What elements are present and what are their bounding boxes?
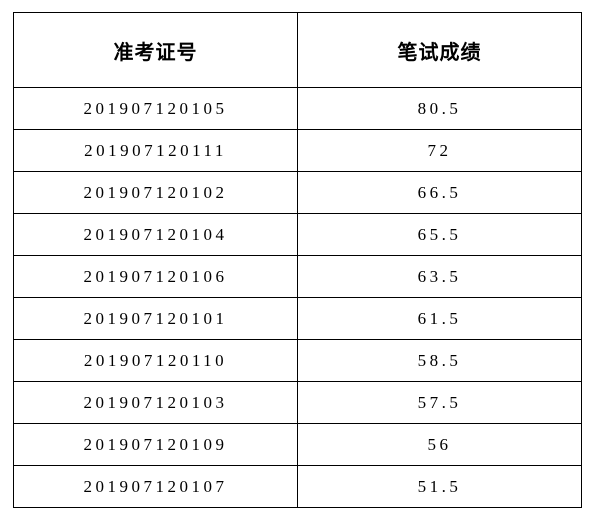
table-row: 201907120103 57.5 [13, 381, 582, 424]
score-cell: 80.5 [297, 87, 582, 130]
exam-id-cell: 201907120105 [13, 87, 298, 130]
score-table: 准考证号 笔试成绩 201907120105 80.5 201907120111 72… [13, 12, 582, 508]
exam-id-cell: 201907120101 [13, 297, 298, 340]
table-row: 201907120105 80.5 [13, 87, 582, 130]
exam-id-cell: 201907120107 [13, 465, 298, 508]
header-exam-id: 准考证号 [13, 12, 298, 88]
score-cell: 65.5 [297, 213, 582, 256]
table-body: 201907120105 80.5 201907120111 72 2019071201… [13, 87, 582, 508]
exam-id-cell: 201907120102 [13, 171, 298, 214]
table-row: 201907120110 58.5 [13, 339, 582, 382]
table-row: 201907120111 72 [13, 129, 582, 172]
exam-id-cell: 201907120110 [13, 339, 298, 382]
exam-id-cell: 201907120104 [13, 213, 298, 256]
score-cell: 66.5 [297, 171, 582, 214]
table-row: 201907120107 51.5 [13, 465, 582, 508]
exam-id-cell: 201907120103 [13, 381, 298, 424]
score-cell: 72 [297, 129, 582, 172]
exam-id-cell: 201907120111 [13, 129, 298, 172]
header-written-score: 笔试成绩 [297, 12, 582, 88]
exam-id-cell: 201907120109 [13, 423, 298, 466]
score-cell: 56 [297, 423, 582, 466]
table-row: 201907120109 56 [13, 423, 582, 466]
header-row: 准考证号 笔试成绩 [13, 12, 582, 88]
score-cell: 61.5 [297, 297, 582, 340]
score-cell: 51.5 [297, 465, 582, 508]
score-cell: 58.5 [297, 339, 582, 382]
exam-id-cell: 201907120106 [13, 255, 298, 298]
table-row: 201907120102 66.5 [13, 171, 582, 214]
score-cell: 63.5 [297, 255, 582, 298]
table-row: 201907120104 65.5 [13, 213, 582, 256]
table-row: 201907120106 63.5 [13, 255, 582, 298]
table-row: 201907120101 61.5 [13, 297, 582, 340]
score-cell: 57.5 [297, 381, 582, 424]
